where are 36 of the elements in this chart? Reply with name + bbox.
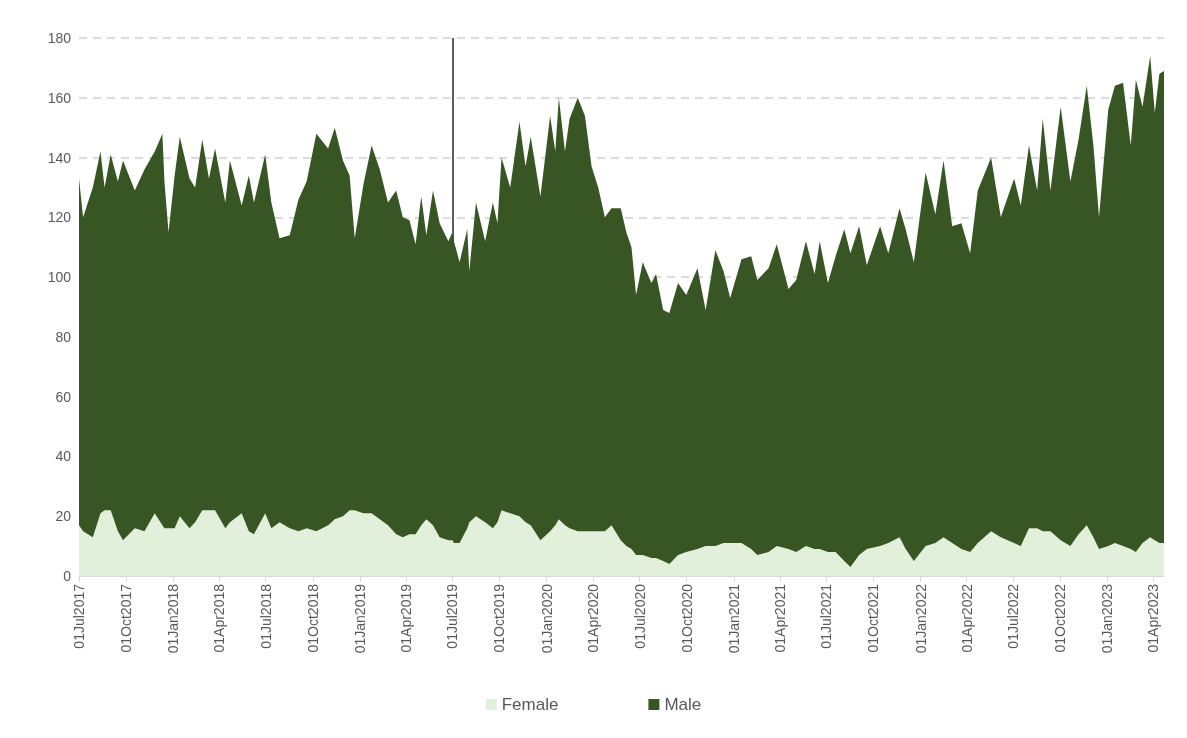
x-tick-label: 01Oct2020: [678, 583, 695, 653]
x-tick-label: 01Apr2018: [211, 583, 228, 653]
x-tick-label: 01Jul2018: [257, 583, 274, 649]
y-tick-label: 160: [47, 89, 72, 106]
x-tick-label: 01Jul2020: [631, 583, 648, 649]
x-tick-label: 01Apr2022: [958, 583, 975, 653]
x-tick-label: 01Jan2018: [165, 583, 182, 654]
x-tick-label: 01Apr2019: [397, 583, 414, 653]
x-tick-label: 01Oct2021: [865, 583, 882, 653]
x-tick-label: 01Oct2017: [118, 583, 135, 653]
x-tick-label: 01Jul2017: [71, 583, 87, 649]
x-tick-label: 01Jul2022: [1005, 583, 1022, 649]
x-tick-label: 01Apr2023: [1145, 583, 1162, 653]
y-tick-label: 80: [55, 328, 72, 345]
y-tick-label: 180: [47, 30, 72, 46]
legend-label: Female: [501, 695, 559, 714]
x-tick-label: 01Jul2021: [818, 583, 835, 649]
y-tick-label: 60: [55, 388, 72, 405]
y-tick-label: 140: [47, 149, 72, 166]
x-tick-label: 01Apr2021: [771, 583, 788, 653]
x-tick-label: 01Jan2019: [351, 583, 368, 654]
y-tick-label: 100: [47, 269, 72, 286]
x-tick-label: 01Apr2020: [585, 583, 602, 653]
x-tick-label: 01Oct2022: [1052, 583, 1069, 653]
x-tick-label: 01Jan2020: [538, 583, 555, 654]
y-tick-label: 40: [55, 448, 72, 465]
legend-label: Male: [664, 695, 702, 714]
x-tick-label: 01Oct2018: [304, 583, 321, 653]
y-tick-label: 120: [47, 209, 72, 226]
x-tick-label: 01Oct2019: [491, 583, 508, 653]
x-tick-label: 01Jan2021: [725, 583, 742, 654]
y-tick-label: 20: [55, 508, 72, 525]
x-tick-label: 01Jul2019: [444, 583, 461, 649]
y-tick-label: 0: [63, 568, 72, 584]
x-tick-label: 01Jan2022: [912, 583, 929, 654]
x-tick-label: 01Jan2023: [1099, 583, 1116, 654]
